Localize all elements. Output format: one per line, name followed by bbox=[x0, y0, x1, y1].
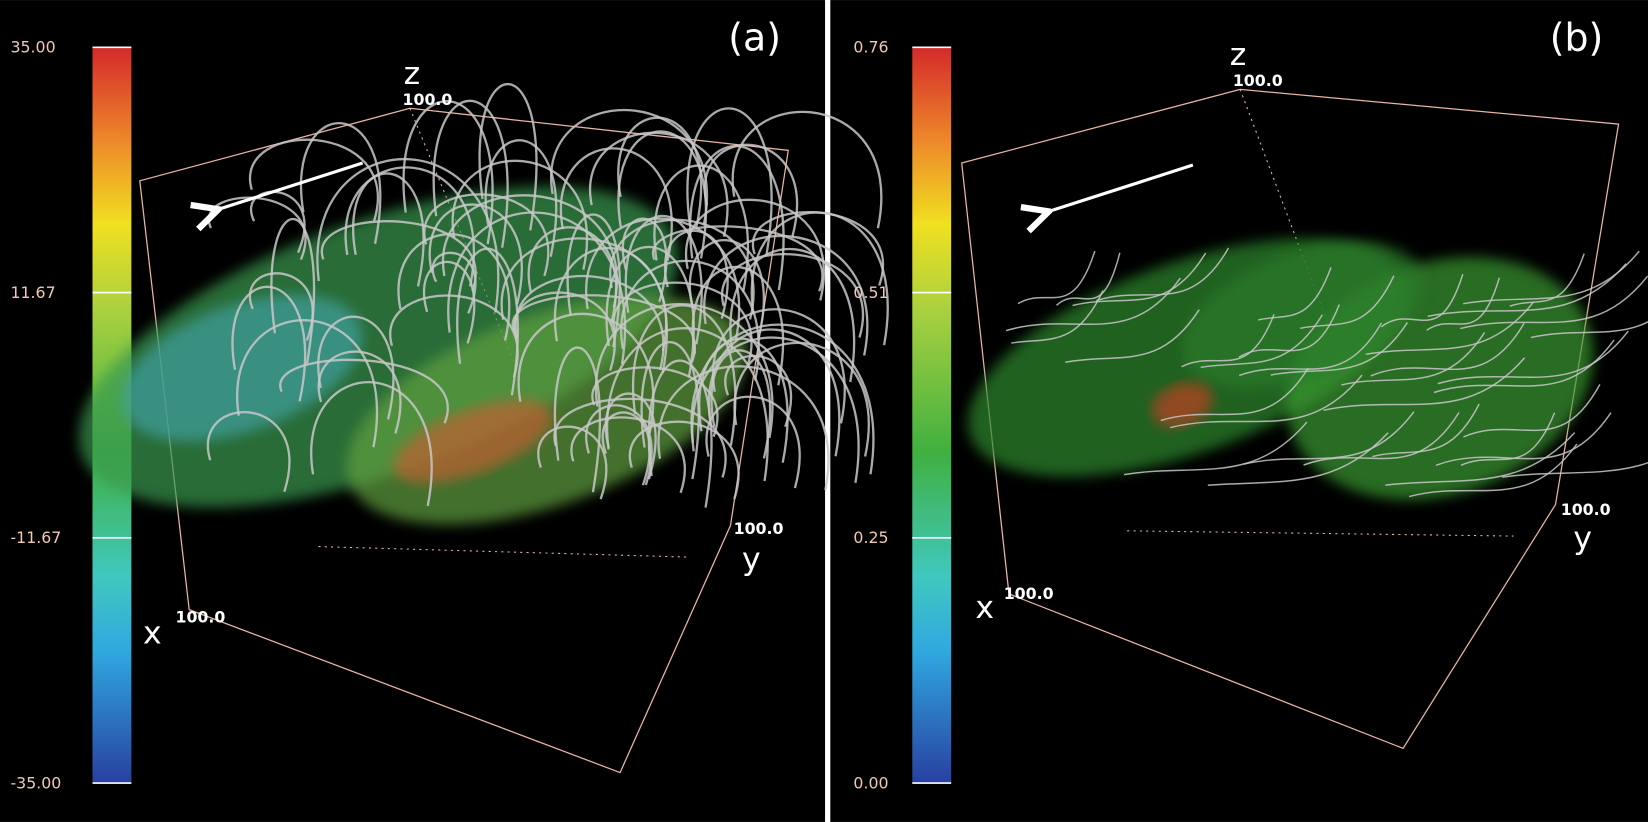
colorbar-tick-label: 35.00 bbox=[11, 38, 56, 57]
panel-label: (b) bbox=[1550, 15, 1604, 59]
colorbar-tick-label: 0.76 bbox=[853, 38, 888, 57]
axis-label-z: z bbox=[1230, 37, 1247, 73]
axis-max-z: 100.0 bbox=[1233, 71, 1283, 90]
axis-max-y: 100.0 bbox=[734, 519, 784, 538]
axis-max-z: 100.0 bbox=[403, 90, 453, 109]
colorbar-tick-label: -11.67 bbox=[11, 528, 62, 547]
axis-max-y: 100.0 bbox=[1561, 500, 1611, 519]
colorbar bbox=[912, 47, 951, 783]
axis-label-x: x bbox=[143, 615, 162, 651]
colorbar-tick-label: 0.00 bbox=[853, 773, 888, 792]
page: {"panels":[ {"label":"(a)","colorbar_tic… bbox=[0, 0, 1648, 822]
figure: 35.0011.67-11.67-35.00z100.0y100.0x100.0… bbox=[0, 0, 1648, 822]
colorbar-tick-label: 0.25 bbox=[853, 528, 888, 547]
axis-label-x: x bbox=[975, 590, 994, 626]
axis-label-y: y bbox=[742, 542, 761, 578]
axis-label-z: z bbox=[404, 56, 421, 92]
axis-max-x: 100.0 bbox=[176, 607, 226, 626]
colorbar-tick-label: 0.51 bbox=[853, 283, 888, 302]
axis-label-y: y bbox=[1573, 521, 1592, 557]
panel-label: (a) bbox=[728, 15, 781, 59]
axis-max-x: 100.0 bbox=[1004, 584, 1054, 603]
colorbar-tick-label: -35.00 bbox=[11, 773, 62, 792]
colorbar-tick-label: 11.67 bbox=[11, 283, 56, 302]
